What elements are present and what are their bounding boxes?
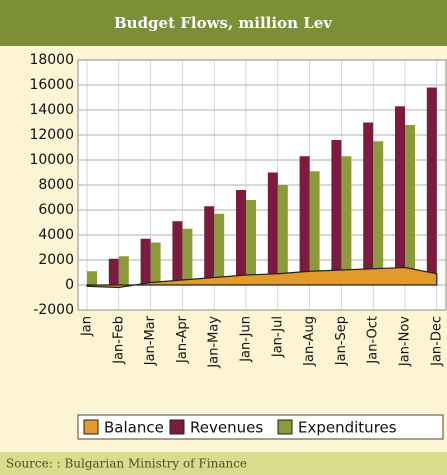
x-tick-label: Jan-Oct	[366, 316, 381, 365]
legend-label: Expenditures	[298, 419, 397, 437]
bar	[214, 213, 225, 285]
legend	[77, 414, 444, 440]
bar	[140, 238, 151, 285]
source-bar	[0, 452, 447, 475]
bar	[426, 87, 437, 285]
bar	[277, 185, 288, 285]
y-tick-label: 10000	[29, 152, 74, 168]
bar	[246, 200, 256, 285]
chart-title: Budget Flows, million Lev	[114, 14, 333, 32]
bar	[236, 190, 246, 285]
x-tick-label: Jan	[80, 316, 95, 337]
source: Source: : Bulgarian Ministry of Finance	[6, 457, 247, 471]
legend-swatch	[83, 419, 99, 435]
y-tick-label: 0	[65, 277, 74, 293]
bar	[267, 172, 278, 285]
x-tick-label: Jan-Sep	[334, 316, 349, 366]
x-tick-label: Jan-May	[207, 316, 222, 369]
x-tick-label: Jan-Jul	[270, 316, 285, 358]
x-tick-label: Jan-Feb	[111, 316, 126, 365]
plot	[78, 60, 446, 310]
bar	[204, 206, 215, 285]
bar	[118, 256, 129, 285]
bar	[363, 122, 374, 285]
y-tick-label: 2000	[38, 252, 74, 268]
bar	[299, 156, 310, 285]
balance-area	[86, 266, 438, 289]
y-tick-label: 6000	[38, 202, 74, 218]
bar	[150, 242, 161, 285]
bar	[172, 221, 183, 285]
y-tick-label: 12000	[29, 127, 74, 143]
bar	[309, 171, 320, 285]
x-tick-label: Jan-Aug	[302, 316, 317, 367]
y-tick-label: 4000	[38, 227, 74, 243]
y-tick-label: 8000	[38, 177, 74, 193]
bar	[405, 125, 415, 285]
x-tick-label: Jan-Jun	[239, 316, 254, 363]
bar	[331, 140, 342, 285]
bar	[87, 271, 97, 285]
legend-label: Balance	[104, 419, 164, 437]
bar	[108, 258, 119, 285]
legend-swatch	[169, 419, 185, 435]
y-tick-label: 18000	[29, 52, 74, 68]
y-tick-label: 14000	[29, 102, 74, 118]
bar	[373, 141, 384, 285]
x-tick-label: Jan-Mar	[143, 315, 158, 366]
x-tick-label: Jan-Apr	[175, 315, 190, 364]
bar	[395, 106, 405, 285]
x-tick-label: Jan-Dec	[429, 316, 444, 367]
title-bar	[0, 0, 447, 46]
bar	[341, 156, 352, 285]
x-tick-label: Jan-Nov	[398, 316, 413, 367]
bar	[182, 228, 193, 285]
y-tick-label: -2000	[33, 302, 74, 318]
legend-swatch	[277, 419, 293, 435]
y-tick-label: 16000	[29, 77, 74, 93]
legend-label: Revenues	[190, 419, 263, 437]
